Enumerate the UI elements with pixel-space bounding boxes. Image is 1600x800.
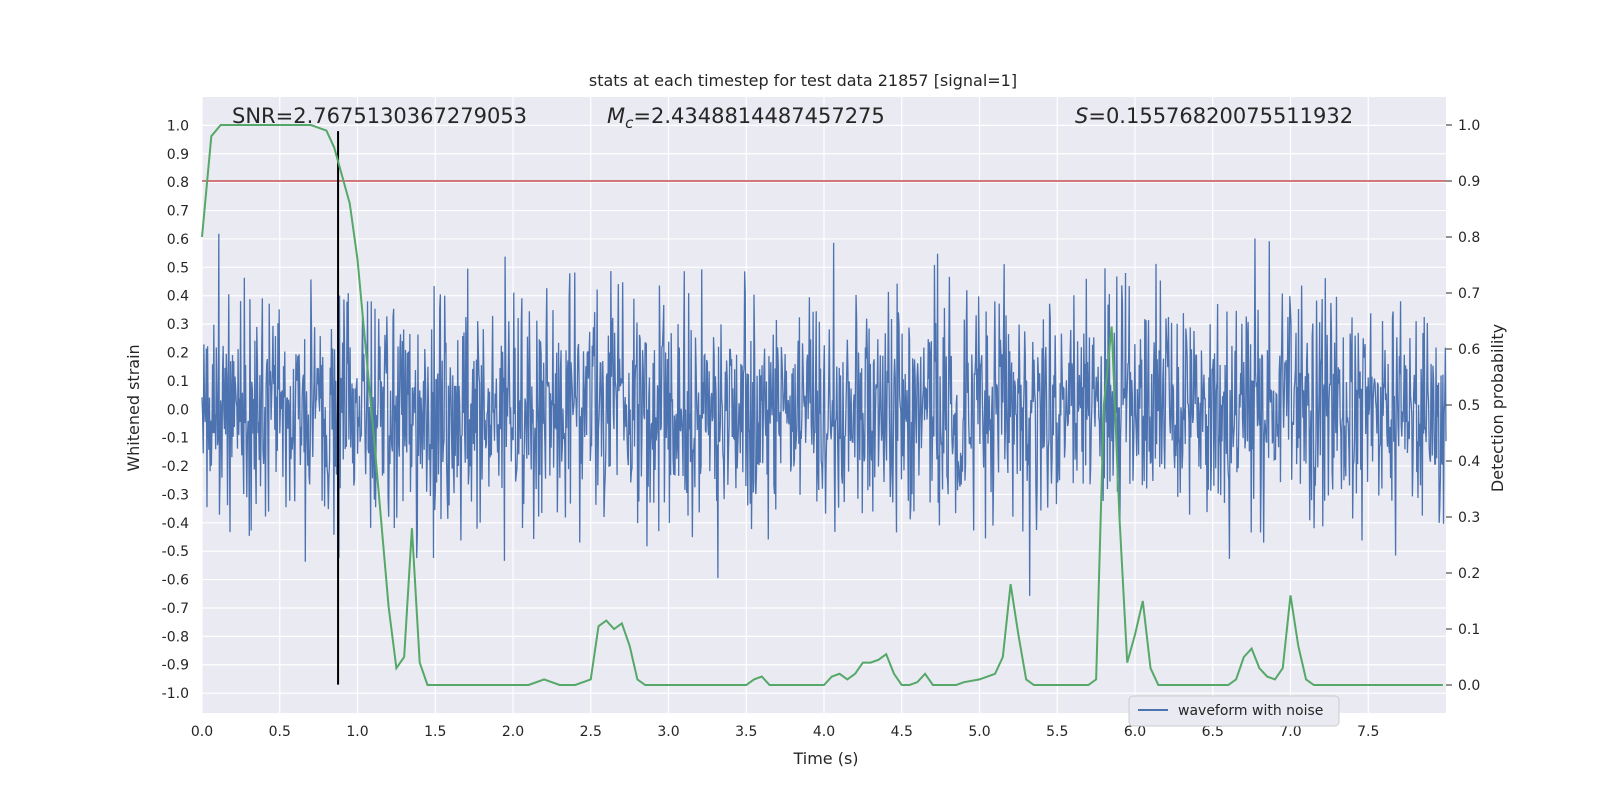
y-left-tick-label: -0.8 [162, 629, 189, 645]
y-left-tick-label: 0.9 [167, 147, 189, 163]
y-right-tick-label: 0.5 [1458, 398, 1480, 414]
y-axis-label-right: Detection probability [1488, 324, 1507, 492]
x-tick-label: 2.5 [580, 724, 602, 740]
chirp-mass-value: =2.4348814487457275 [633, 104, 884, 128]
y-left-tick-label: 0.6 [167, 232, 189, 248]
y-right-tick-label: 0.2 [1458, 566, 1480, 582]
overlay-lines [202, 131, 1446, 685]
y-right-tick-label: 0.1 [1458, 622, 1480, 638]
y-left-tick-label: 0.2 [167, 345, 189, 361]
x-tick-label: 1.5 [424, 724, 446, 740]
waveform-series [201, 233, 1447, 596]
y-left-tick-label: -0.4 [162, 516, 189, 532]
chirp-mass-subscript: c [625, 114, 634, 132]
y-left-tick-label: 0.8 [167, 175, 189, 191]
x-tick-label: 5.5 [1046, 724, 1068, 740]
legend-entry: waveform with noise [1178, 703, 1323, 719]
y-right-tick-label: 1.0 [1458, 118, 1480, 134]
y-right-tick-label: 0.0 [1458, 678, 1480, 694]
x-tick-label: 2.0 [502, 724, 524, 740]
y-right-tick-label: 0.9 [1458, 174, 1480, 190]
x-tick-label: 3.5 [735, 724, 757, 740]
x-tick-label: 0.5 [269, 724, 291, 740]
legend-box [1128, 695, 1340, 727]
x-tick-label: 0.0 [191, 724, 213, 740]
y-left-tick-label: -0.7 [162, 601, 189, 617]
ticks: 0.0 0.5 1.0 1.5 2.0 2.5 3.0 3.5 4.0 4.5 5.0 5.5 6.0 6… [162, 118, 1481, 740]
waveform-with-noise-line [201, 233, 1447, 596]
x-tick-label: 3.0 [657, 724, 679, 740]
y-right-tick-label: 0.3 [1458, 510, 1480, 526]
x-tick-label: 4.5 [891, 724, 913, 740]
y-left-tick-label: -0.6 [162, 573, 189, 589]
y-left-tick-label: 0.4 [167, 289, 189, 305]
probability-series [201, 124, 1443, 686]
y-left-tick-label: -0.5 [162, 544, 189, 560]
y-left-tick-label: 0.0 [167, 402, 189, 418]
s-value: =0.15576820075511932 [1088, 104, 1353, 128]
y-left-tick-label: -0.1 [162, 431, 189, 447]
x-tick-label: 4.0 [813, 724, 835, 740]
y-right-tick-label: 0.8 [1458, 230, 1480, 246]
y-right-tick-label: 0.6 [1458, 342, 1480, 358]
s-symbol: S [1075, 104, 1088, 128]
y-right-tick-label: 0.4 [1458, 454, 1480, 470]
legend: waveform with noise [1128, 695, 1340, 727]
y-left-tick-label: 0.7 [167, 204, 189, 220]
y-left-tick-label: 0.5 [167, 260, 189, 276]
y-left-tick-label: 0.3 [167, 317, 189, 333]
y-left-tick-label: -1.0 [162, 686, 189, 702]
x-tick-label: 6.0 [1124, 724, 1146, 740]
detection-probability-line [201, 124, 1443, 686]
x-tick-label: 7.5 [1357, 724, 1379, 740]
snr-annotation: SNR=2.7675130367279053 [232, 104, 527, 128]
chart-title: stats at each timestep for test data 218… [589, 71, 1017, 90]
y-right-tick-label: 0.7 [1458, 286, 1480, 302]
chirp-mass-annotation: Mc=2.4348814487457275 [607, 104, 885, 132]
y-left-tick-label: 1.0 [167, 118, 189, 134]
s-annotation: S=0.15576820075511932 [1075, 104, 1353, 128]
y-axis-label-left: Whitened strain [124, 344, 143, 471]
x-tick-label: 6.5 [1202, 724, 1224, 740]
y-left-tick-label: -0.9 [162, 658, 189, 674]
x-tick-label: 5.0 [968, 724, 990, 740]
x-tick-label: 7.0 [1279, 724, 1301, 740]
chirp-mass-symbol: M [607, 104, 625, 128]
y-left-tick-label: -0.2 [162, 459, 189, 475]
y-left-tick-label: 0.1 [167, 374, 189, 390]
x-tick-label: 1.0 [346, 724, 368, 740]
x-axis-label: Time (s) [792, 749, 858, 768]
y-left-tick-label: -0.3 [162, 487, 189, 503]
